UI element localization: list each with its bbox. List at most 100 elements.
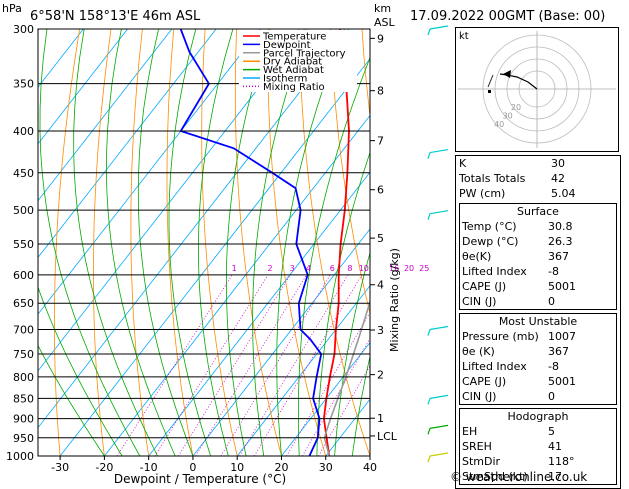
x-tick-label: -30 — [51, 461, 69, 474]
most-unstable-row: θe (K) 367 — [460, 344, 616, 359]
wet-adiabat — [40, 29, 140, 456]
index-row: Totals Totals 42 — [456, 171, 620, 186]
surface-row: Temp (°C)30.8 — [460, 219, 616, 234]
location-title: 6°58'N 158°13'E 46m ASL — [30, 9, 200, 24]
index-label: Totals Totals — [459, 171, 525, 186]
surface-label: θe(K) — [462, 249, 491, 264]
surface-value: 0 — [548, 294, 614, 309]
isotherm-line — [104, 29, 437, 456]
wind-barb — [430, 453, 448, 456]
pressure-tick-label: 300 — [13, 23, 34, 36]
wind-barb-flag — [428, 428, 430, 434]
isotherm-line — [0, 29, 305, 456]
most-unstable-title: Most Unstable — [460, 314, 616, 329]
wet-adiabat — [138, 29, 193, 456]
pressure-tick-label: 450 — [13, 167, 34, 180]
wind-barb — [430, 211, 448, 214]
wind-barb — [430, 425, 448, 428]
asl-label: ASL — [374, 16, 395, 29]
dry-adiabat — [93, 29, 111, 456]
mixing-ratio-label: 20 — [404, 264, 414, 273]
km-tick-label: 5 — [377, 232, 384, 245]
hodograph-title: Hodograph — [460, 409, 616, 424]
hpa-label: hPa — [2, 2, 22, 15]
index-value: 42 — [551, 171, 617, 186]
most-unstable-value: 367 — [548, 344, 614, 359]
km-tick-label: 9 — [377, 32, 384, 45]
pressure-tick-label: 550 — [13, 238, 34, 251]
hodograph-stat-label: EH — [462, 424, 477, 439]
surface-row: Lifted Index -8 — [460, 264, 616, 279]
mixing-ratio-line — [178, 275, 290, 456]
km-tick-label: 4 — [377, 279, 384, 292]
most-unstable-value: 5001 — [548, 374, 614, 389]
wind-barb-flag — [428, 29, 430, 35]
legend-label: Mixing Ratio — [263, 82, 325, 93]
wet-adiabat — [106, 29, 175, 456]
pressure-tick-label: 600 — [13, 269, 34, 282]
wind-barb-flag — [428, 330, 430, 336]
surface-row: Dewp (°C) 26.3 — [460, 234, 616, 249]
index-label: K — [459, 156, 466, 171]
km-tick-label: 8 — [377, 85, 384, 98]
mixing-ratio-label: 3 — [290, 264, 295, 273]
wind-barb-flag — [428, 153, 430, 159]
mixing-ratio-line — [254, 275, 361, 456]
pressure-tick-label: 650 — [13, 297, 34, 310]
pressure-tick-label: 700 — [13, 324, 34, 337]
mixing-ratio-label: 10 — [359, 264, 369, 273]
pressure-tick-label: 750 — [13, 348, 34, 361]
hodograph-stat-label: SREH — [462, 439, 492, 454]
mixing-ratio-axis-label: Mixing Ratio (g/kg) — [388, 248, 401, 352]
wind-barb — [430, 327, 448, 330]
most-unstable-value: 1007 — [548, 329, 614, 344]
dry-adiabat — [202, 29, 238, 456]
copyright: © weatheronline.co.uk — [450, 470, 587, 484]
most-unstable-label: CIN (J) — [462, 389, 496, 404]
wind-barb-flag — [428, 214, 430, 220]
most-unstable-value: 0 — [548, 389, 614, 404]
hodograph-kt-label: kt — [459, 31, 469, 42]
hodograph-stat-value: 5 — [548, 424, 614, 439]
pressure-tick-label: 800 — [13, 371, 34, 384]
x-axis-label: Dewpoint / Temperature (°C) — [114, 472, 286, 486]
wind-barb — [430, 395, 448, 398]
hodograph-stat-row: EH 5 — [460, 424, 616, 439]
surface-value: 26.3 — [548, 234, 614, 249]
wet-adiabat — [335, 29, 457, 456]
wind-barbs — [428, 26, 448, 462]
index-label: PW (cm) — [459, 186, 505, 201]
pressure-tick-label: 900 — [13, 413, 34, 426]
most-unstable-label: θe (K) — [462, 344, 495, 359]
km-tick-label: 6 — [377, 184, 384, 197]
km-tick-label: LCL — [377, 430, 398, 443]
surface-value: -8 — [548, 264, 614, 279]
series-dewpoint — [181, 29, 322, 456]
wet-adiabat — [317, 29, 419, 456]
series-parcel-trajectory — [324, 29, 402, 456]
wind-barb-flag — [428, 398, 430, 404]
surface-row: CAPE (J)5001 — [460, 279, 616, 294]
series-temperature — [324, 29, 349, 456]
surface-value: 367 — [548, 249, 614, 264]
mixing-ratio-label: 8 — [347, 264, 352, 273]
index-value: 5.04 — [551, 186, 617, 201]
isotherm-line — [60, 29, 393, 456]
pressure-tick-label: 400 — [13, 125, 34, 138]
surface-label: Dewp (°C) — [462, 234, 518, 249]
surface-row: θe(K) 367 — [460, 249, 616, 264]
datetime-title: 17.09.2022 00GMT (Base: 00) — [410, 9, 605, 24]
mixing-ratio-line — [221, 275, 330, 456]
surface-label: Lifted Index — [462, 264, 527, 279]
isotherm-line — [0, 29, 260, 456]
most-unstable-row: CAPE (J)5001 — [460, 374, 616, 389]
most-unstable-row: CIN (J) 0 — [460, 389, 616, 404]
x-tick-label: 30 — [319, 461, 333, 474]
